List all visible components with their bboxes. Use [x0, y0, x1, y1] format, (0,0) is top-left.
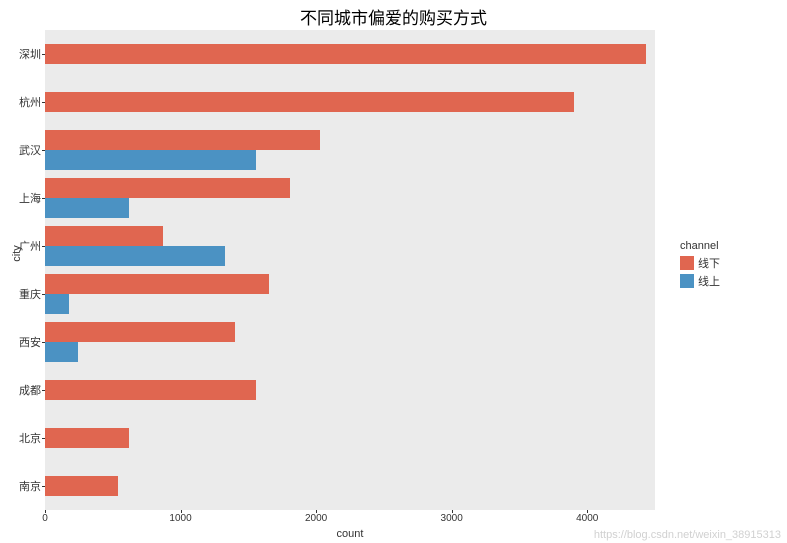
bar-online — [45, 294, 69, 314]
bar-offline — [45, 274, 269, 294]
legend-label: 线上 — [698, 273, 720, 289]
x-axis-label: count — [337, 528, 364, 540]
bar-online — [45, 342, 78, 362]
legend-swatch — [680, 274, 694, 288]
watermark: https://blog.csdn.net/weixin_38915313 — [594, 529, 781, 541]
x-tick-label: 3000 — [441, 510, 463, 524]
bar-offline — [45, 92, 574, 112]
legend-title: channel — [680, 240, 720, 252]
bar-offline — [45, 428, 129, 448]
bar-offline — [45, 226, 163, 246]
bar-offline — [45, 322, 235, 342]
bar-offline — [45, 476, 118, 496]
bar-online — [45, 198, 129, 218]
bar-offline — [45, 178, 290, 198]
legend-item-online: 线上 — [680, 273, 720, 289]
bar-offline — [45, 130, 320, 150]
legend-label: 线下 — [698, 255, 720, 271]
legend-item-offline: 线下 — [680, 255, 720, 271]
chart-title: 不同城市偏爱的购买方式 — [0, 4, 787, 29]
bar-offline — [45, 380, 256, 400]
chart-root: 不同城市偏爱的购买方式 01000200030004000countcity深圳… — [0, 0, 787, 543]
bar-online — [45, 150, 256, 170]
plot-panel: 01000200030004000countcity深圳杭州武汉上海广州重庆西安… — [45, 30, 655, 510]
bar-online — [45, 246, 225, 266]
legend: channel 线下线上 — [680, 240, 720, 291]
x-tick-label: 1000 — [169, 510, 191, 524]
x-tick-label: 4000 — [576, 510, 598, 524]
legend-swatch — [680, 256, 694, 270]
bar-offline — [45, 44, 646, 64]
x-tick-label: 2000 — [305, 510, 327, 524]
x-tick-label: 0 — [42, 510, 48, 524]
